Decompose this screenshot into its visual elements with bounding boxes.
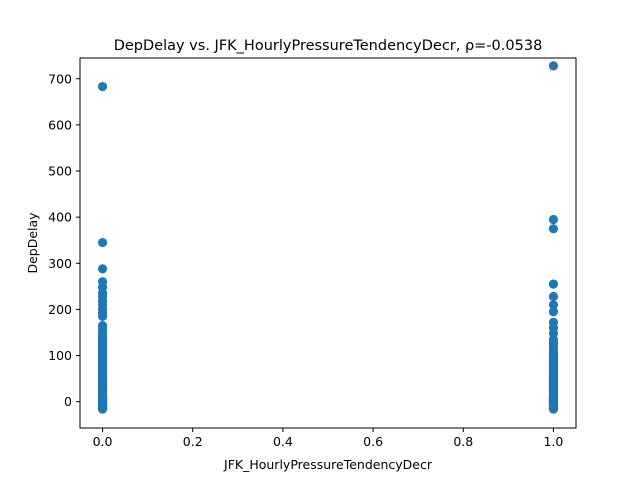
data-point: [548, 61, 559, 71]
data-point: [548, 279, 559, 289]
data-points: [97, 61, 559, 414]
y-tick-label: 500: [48, 164, 72, 179]
data-point: [548, 291, 559, 302]
x-tick-label: 0.0: [93, 434, 113, 449]
data-point: [548, 300, 559, 310]
data-point: [97, 82, 108, 92]
y-tick-label: 0: [64, 394, 72, 409]
chart-title: DepDelay vs. JFK_HourlyPressureTendencyD…: [114, 38, 543, 54]
x-tick-label: 1.0: [544, 434, 564, 449]
x-tick-label: 0.8: [453, 434, 473, 449]
y-tick-label: 700: [48, 71, 72, 86]
data-point: [97, 311, 108, 321]
data-point: [97, 264, 108, 274]
data-point: [548, 307, 559, 317]
x-tick-label: 0.4: [273, 434, 293, 449]
y-tick-label: 400: [48, 210, 72, 225]
data-point: [548, 214, 559, 225]
x-axis-label: JFK_HourlyPressureTendencyDecr: [223, 457, 433, 472]
y-tick-label: 100: [48, 348, 72, 363]
data-point: [97, 391, 108, 401]
y-tick-label: 200: [48, 302, 72, 317]
data-point: [548, 224, 559, 234]
x-axis: 0.0 0.2 0.4 0.6 0.8 1.0: [93, 428, 564, 449]
data-point: [97, 330, 108, 340]
data-point: [548, 401, 559, 411]
data-point: [97, 237, 108, 248]
y-axis-label: DepDelay: [25, 212, 40, 274]
data-point: [97, 401, 108, 411]
data-point: [548, 350, 559, 361]
x-tick-label: 0.6: [363, 434, 383, 449]
y-tick-label: 600: [48, 117, 72, 132]
y-axis: 0 100 200 300 400 500 600 700: [48, 71, 80, 409]
y-tick-label: 300: [48, 256, 72, 271]
x-tick-label: 0.2: [183, 434, 203, 449]
plot-area-frame: [79, 57, 577, 429]
